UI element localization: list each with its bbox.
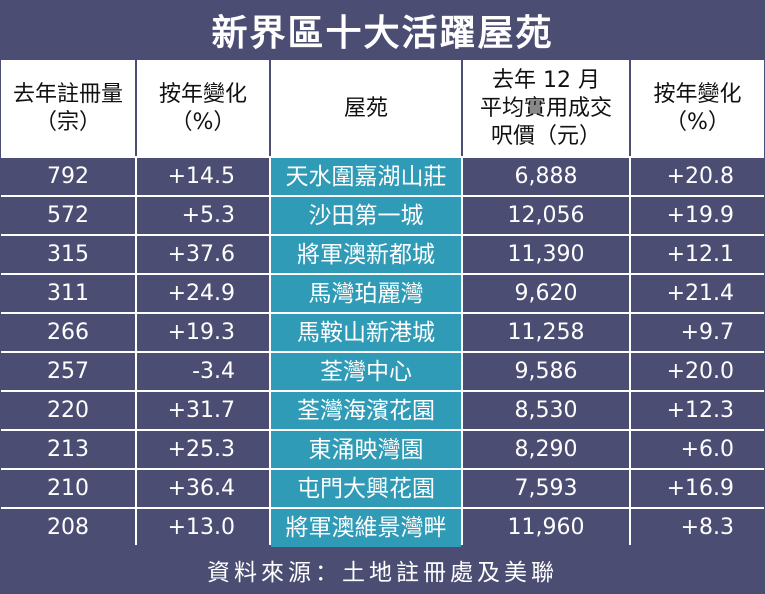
registrations-cell: 210 bbox=[47, 476, 89, 501]
registrations-change-cell: +19.3 bbox=[167, 320, 235, 345]
source-note: 資料來源：土地註冊處及美聯 bbox=[207, 559, 558, 586]
chart-title: 新界區十大活躍屋苑 bbox=[211, 13, 554, 54]
header-price-change-line-2: （%） bbox=[665, 109, 730, 135]
price-cell: 8,290 bbox=[514, 437, 578, 462]
price-cell: 9,620 bbox=[514, 281, 578, 306]
price-change-cell: +6.0 bbox=[680, 437, 734, 462]
registrations-cell: 220 bbox=[47, 398, 89, 423]
price-change-cell: +16.9 bbox=[666, 476, 734, 501]
estate-table: 去年註冊量 （宗） 按年變化 （%） 屋苑 去年 12 月 平均實用成交 呎價（… bbox=[1, 60, 764, 547]
header-estate: 屋苑 bbox=[271, 60, 461, 157]
row-divider bbox=[1, 156, 764, 158]
estate-cell: 荃灣中心 bbox=[271, 353, 461, 391]
price-cell: 9,586 bbox=[514, 359, 578, 384]
price-cell: 6,888 bbox=[514, 164, 578, 189]
table-row: 315 +37.6 將軍澳新都城 11,390 +12.1 bbox=[1, 236, 764, 274]
header-registrations-change-line-1: 按年變化 bbox=[158, 81, 247, 107]
estate-cell: 天水圍嘉湖山莊 bbox=[271, 158, 461, 196]
registrations-cell: 311 bbox=[47, 281, 89, 306]
estate-cell: 東涌映灣園 bbox=[271, 431, 461, 469]
header-price-change: 按年變化 （%） bbox=[631, 60, 764, 157]
header-price: 去年 12 月 平均實用成交 呎價（元） bbox=[463, 60, 629, 157]
registrations-change-cell: +36.4 bbox=[167, 476, 235, 501]
table-row: 572 +5.3 沙田第一城 12,056 +19.9 bbox=[1, 197, 764, 235]
estate-cell: 荃灣海濱花園 bbox=[271, 392, 461, 430]
price-change-cell: +19.9 bbox=[666, 203, 734, 228]
price-cell: 11,960 bbox=[507, 515, 585, 540]
registrations-change-cell: -3.4 bbox=[192, 359, 235, 384]
registrations-cell: 213 bbox=[47, 437, 89, 462]
registrations-change-cell: +5.3 bbox=[181, 203, 235, 228]
estate-cell: 將軍澳維景灣畔 bbox=[271, 509, 461, 547]
registrations-change-cell: +25.3 bbox=[167, 437, 235, 462]
registrations-change-cell: +13.0 bbox=[167, 515, 235, 540]
table-row: 257 -3.4 荃灣中心 9,586 +20.0 bbox=[1, 353, 764, 391]
row-divider bbox=[1, 468, 764, 470]
header-price-change-line-1: 按年變化 bbox=[653, 81, 742, 107]
table-row: 208 +13.0 將軍澳維景灣畔 11,960 +8.3 bbox=[1, 509, 764, 547]
header-registrations-line-2: （宗） bbox=[34, 109, 101, 135]
header-registrations: 去年註冊量 （宗） bbox=[1, 60, 135, 157]
price-change-cell: +20.8 bbox=[666, 164, 734, 189]
estate-cell: 屯門大興花園 bbox=[271, 470, 461, 508]
table-row: 792 +14.5 天水圍嘉湖山莊 6,888 +20.8 bbox=[1, 158, 764, 196]
estate-cell: 將軍澳新都城 bbox=[271, 236, 461, 274]
registrations-change-cell: +31.7 bbox=[167, 398, 235, 423]
price-cell: 8,530 bbox=[514, 398, 578, 423]
registrations-cell: 572 bbox=[47, 203, 89, 228]
registrations-change-cell: +24.9 bbox=[167, 281, 235, 306]
table-row: 213 +25.3 東涌映灣園 8,290 +6.0 bbox=[1, 431, 764, 469]
header-registrations-line-1: 去年註冊量 bbox=[12, 81, 123, 107]
registrations-cell: 208 bbox=[47, 515, 89, 540]
table-row: 266 +19.3 馬鞍山新港城 11,258 +9.7 bbox=[1, 314, 764, 352]
row-divider bbox=[1, 234, 764, 236]
row-divider bbox=[1, 351, 764, 353]
row-divider bbox=[1, 507, 764, 509]
row-divider bbox=[1, 312, 764, 314]
registrations-cell: 792 bbox=[47, 164, 89, 189]
row-divider bbox=[1, 390, 764, 392]
header-registrations-change: 按年變化 （%） bbox=[137, 60, 269, 157]
header-registrations-change-line-2: （%） bbox=[170, 109, 236, 135]
estate-cell: 馬灣珀麗灣 bbox=[271, 275, 461, 313]
table-row: 220 +31.7 荃灣海濱花園 8,530 +12.3 bbox=[1, 392, 764, 430]
price-change-cell: +12.1 bbox=[666, 242, 734, 267]
registrations-change-cell: +14.5 bbox=[167, 164, 235, 189]
price-cell: 12,056 bbox=[507, 203, 585, 228]
row-divider bbox=[1, 273, 764, 275]
table-row: 311 +24.9 馬灣珀麗灣 9,620 +21.4 bbox=[1, 275, 764, 313]
registrations-change-cell: +37.6 bbox=[167, 242, 235, 267]
price-change-cell: +8.3 bbox=[680, 515, 734, 540]
header-price-line-2: 平均實用成交 bbox=[479, 95, 612, 121]
header-price-line-1: 去年 12 月 bbox=[492, 67, 600, 93]
header-estate-line-1: 屋苑 bbox=[343, 95, 388, 121]
row-divider bbox=[1, 429, 764, 431]
registrations-cell: 266 bbox=[47, 320, 89, 345]
price-cell: 11,390 bbox=[507, 242, 585, 267]
price-change-cell: +12.3 bbox=[666, 398, 734, 423]
price-cell: 7,593 bbox=[514, 476, 578, 501]
price-change-cell: +21.4 bbox=[666, 281, 734, 306]
registrations-cell: 315 bbox=[47, 242, 89, 267]
table-row: 210 +36.4 屯門大興花園 7,593 +16.9 bbox=[1, 470, 764, 508]
registrations-cell: 257 bbox=[47, 359, 89, 384]
estate-cell: 馬鞍山新港城 bbox=[271, 314, 461, 352]
price-change-cell: +9.7 bbox=[680, 320, 734, 345]
estate-cell: 沙田第一城 bbox=[271, 197, 461, 235]
price-cell: 11,258 bbox=[507, 320, 585, 345]
row-divider bbox=[1, 195, 764, 197]
price-change-cell: +20.0 bbox=[666, 359, 734, 384]
header-price-line-3: 呎價（元） bbox=[490, 123, 601, 149]
